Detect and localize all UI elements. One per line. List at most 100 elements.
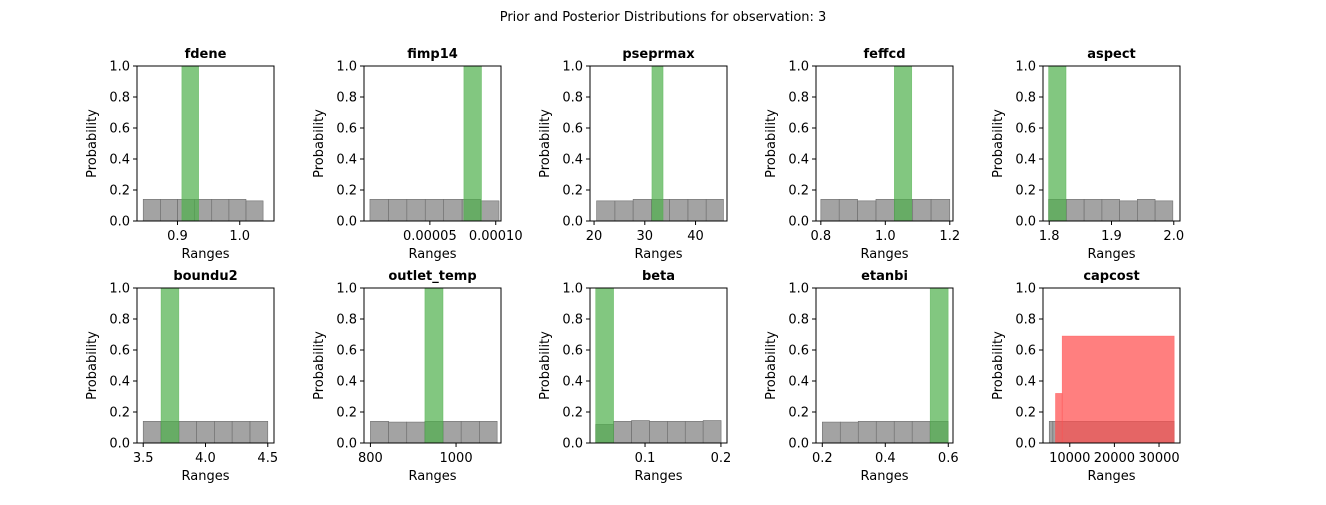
subplot-fdene: fdene 0.0 0.2 0.4 0.6 0.8 1.0 0.9 1.0 Ranges Proba… [85, 47, 275, 262]
prior-bar [406, 199, 426, 221]
plot-area [370, 288, 498, 443]
y-tick-label: 0.0 [562, 437, 583, 452]
posterior-bar [1048, 66, 1067, 221]
y-tick-label: 0.6 [336, 344, 357, 359]
prior-bar [684, 420, 704, 443]
y-tick-label: 0.0 [336, 437, 357, 452]
prior-bar [687, 199, 707, 221]
y-tick-label: 0.4 [562, 375, 583, 390]
y-tick-label: 0.6 [788, 122, 809, 137]
x-tick-label: 10000 [1049, 451, 1090, 466]
prior-bar [211, 199, 230, 221]
prior-bar [705, 199, 724, 221]
prior-bar [875, 420, 895, 443]
plot-area [595, 288, 722, 443]
prior-bar [839, 421, 859, 443]
prior-bar [231, 420, 251, 443]
y-tick-label: 0.8 [788, 313, 809, 328]
prior-bar [480, 200, 500, 221]
y-tick-label: 1.0 [1015, 282, 1036, 297]
y-axis-label: Probability [312, 109, 327, 178]
prior-bar [249, 420, 269, 443]
x-axis-label: Ranges [635, 247, 683, 262]
prior-bar [838, 199, 858, 221]
plot-area [142, 288, 269, 443]
prior-bar [214, 420, 233, 443]
prior-bar [1101, 199, 1120, 221]
subplot-title: fimp14 [407, 47, 458, 62]
y-tick-label: 1.0 [788, 282, 809, 297]
prior-bar [821, 421, 841, 443]
prior-bar [667, 420, 686, 443]
y-axis-label: Probability [764, 109, 779, 178]
subplot-feffcd: feffcd 0.0 0.2 0.4 0.6 0.8 1.0 0.8 1.0 1.2 Ranges P… [764, 47, 960, 262]
prior-bar [178, 420, 197, 443]
x-tick-label: 20000 [1094, 451, 1135, 466]
y-tick-label: 0.8 [1015, 91, 1036, 106]
x-tick-label: 20 [586, 229, 603, 244]
x-tick-label: 4.5 [257, 451, 278, 466]
subplot-title: outlet_temp [388, 269, 476, 284]
x-axis-label: Ranges [409, 247, 457, 262]
y-tick-label: 1.0 [562, 60, 583, 75]
y-tick-label: 0.4 [109, 375, 130, 390]
y-tick-label: 0.2 [336, 184, 357, 199]
prior-bar [614, 200, 634, 221]
x-tick-label: 0.00010 [469, 229, 523, 244]
y-tick-label: 1.0 [1015, 60, 1036, 75]
y-tick-label: 0.4 [788, 153, 809, 168]
x-tick-label: 0.4 [875, 451, 896, 466]
prior-bar [1154, 200, 1174, 221]
x-tick-label: 30 [637, 229, 654, 244]
y-axis-label: Probability [991, 109, 1006, 178]
prior-bar [649, 420, 668, 443]
prior-bar [479, 420, 498, 443]
subplot-beta: beta 0.0 0.2 0.4 0.6 0.8 1.0 0.1 0.2 Ranges Probab… [538, 269, 731, 484]
x-axis-label: Ranges [182, 247, 230, 262]
y-tick-label: 0.6 [562, 122, 583, 137]
y-tick-label: 0.0 [1015, 215, 1036, 230]
y-tick-label: 0.4 [1015, 375, 1036, 390]
posterior-bar [424, 288, 444, 443]
x-tick-label: 800 [358, 451, 383, 466]
y-tick-label: 0.2 [1015, 184, 1036, 199]
prior-bar [613, 420, 632, 443]
y-tick-label: 0.2 [109, 184, 130, 199]
x-axis-label: Ranges [1088, 469, 1136, 484]
x-axis-label: Ranges [182, 469, 230, 484]
posterior-bar [894, 66, 913, 221]
y-tick-label: 0.0 [336, 215, 357, 230]
x-tick-label: 1.0 [229, 229, 250, 244]
x-axis-label: Ranges [861, 469, 909, 484]
subplot-title: pseprmax [622, 47, 695, 62]
x-tick-label: 1.2 [939, 229, 960, 244]
y-tick-label: 0.6 [109, 344, 130, 359]
subplot-title: aspect [1087, 47, 1136, 62]
prior-bar [669, 199, 689, 221]
subplot-aspect: aspect 0.0 0.2 0.4 0.6 0.8 1.0 1.8 1.9 2.0 Ranges P… [991, 47, 1184, 262]
subplot-pseprmax: pseprmax 0.0 0.2 0.4 0.6 0.8 1.0 20 30 40 Ranges Pr… [538, 47, 728, 262]
prior-bar [911, 420, 931, 443]
y-tick-label: 0.0 [562, 215, 583, 230]
y-tick-label: 0.6 [788, 344, 809, 359]
y-tick-label: 0.4 [562, 153, 583, 168]
y-tick-label: 1.0 [336, 282, 357, 297]
posterior-bar [1061, 335, 1175, 443]
y-tick-label: 0.8 [1015, 313, 1036, 328]
axes-frame [815, 287, 954, 444]
prior-bar [820, 199, 840, 221]
y-axis-label: Probability [764, 331, 779, 400]
prior-bar [142, 420, 162, 443]
x-tick-label: 1000 [440, 451, 473, 466]
subplot-title: fdene [185, 47, 227, 62]
subplot-title: beta [642, 269, 675, 284]
posterior-bar [181, 66, 199, 221]
y-tick-label: 0.8 [109, 313, 130, 328]
prior-bar [702, 420, 722, 443]
prior-bar [406, 421, 426, 443]
posterior-bar [1055, 393, 1063, 443]
prior-bar [1137, 199, 1156, 221]
y-tick-label: 0.8 [562, 313, 583, 328]
figure-title: Prior and Posterior Distributions for ob… [500, 10, 827, 25]
y-tick-label: 0.2 [562, 184, 583, 199]
